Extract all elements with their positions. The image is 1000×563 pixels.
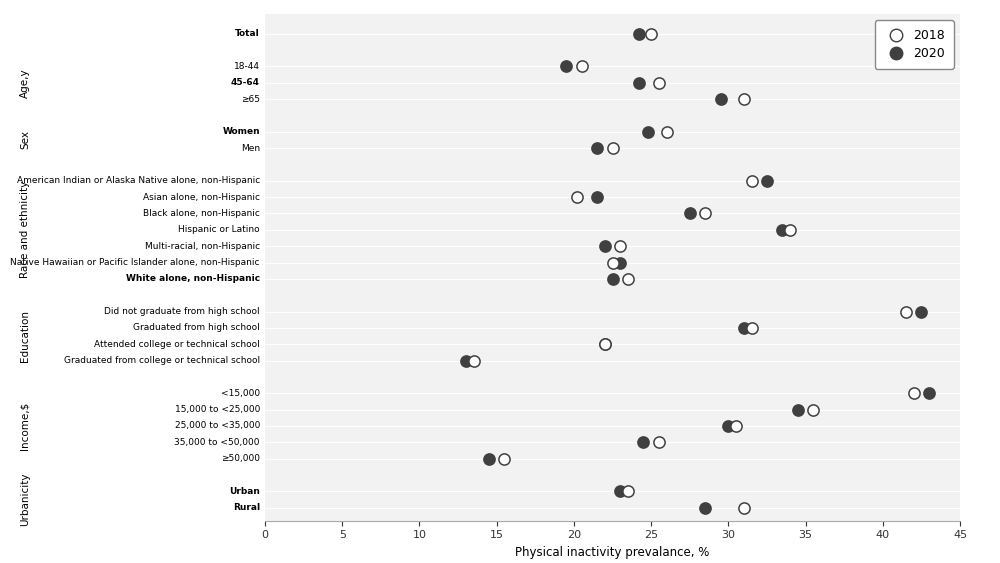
Point [720, 422, 736, 431]
Text: Women: Women [222, 127, 260, 136]
Point [597, 339, 613, 348]
Text: 45-64: 45-64 [231, 78, 260, 87]
Point [643, 29, 659, 38]
Point [898, 307, 914, 316]
Text: Attended college or technical school: Attended college or technical school [94, 339, 260, 348]
Point [458, 356, 474, 365]
Point [640, 127, 656, 136]
Point [774, 225, 790, 234]
Point [631, 78, 647, 87]
Point [604, 144, 620, 153]
Text: Race and ethnicity: Race and ethnicity [20, 181, 30, 279]
Point [612, 258, 628, 267]
Text: Education: Education [20, 310, 30, 362]
Point [713, 95, 729, 104]
Point [744, 176, 760, 185]
Point [604, 258, 620, 267]
Text: Graduated from high school: Graduated from high school [133, 323, 260, 332]
Point [612, 487, 628, 496]
Point [790, 405, 806, 414]
Text: White alone, non-Hispanic: White alone, non-Hispanic [126, 274, 260, 283]
Point [805, 405, 821, 414]
Point [635, 438, 651, 447]
Point [697, 209, 713, 218]
Text: 35,000 to <50,000: 35,000 to <50,000 [175, 438, 260, 447]
Point [558, 62, 574, 71]
Point [744, 323, 760, 332]
Text: American Indian or Alaska Native alone, non-Hispanic: American Indian or Alaska Native alone, … [17, 176, 260, 185]
Text: 25,000 to <35,000: 25,000 to <35,000 [175, 422, 260, 431]
Point [659, 127, 675, 136]
Point [651, 438, 667, 447]
Text: Multi-racial, non-Hispanic: Multi-racial, non-Hispanic [145, 242, 260, 251]
Text: ≥50,000: ≥50,000 [221, 454, 260, 463]
Point [612, 242, 628, 251]
Point [604, 274, 620, 283]
Point [782, 225, 798, 234]
Text: Income,$: Income,$ [20, 402, 30, 450]
Text: Urban: Urban [229, 487, 260, 496]
Point [620, 487, 636, 496]
Point [574, 62, 590, 71]
Point [589, 193, 605, 202]
Point [736, 503, 752, 512]
Text: ≥65: ≥65 [241, 95, 260, 104]
Text: Total: Total [235, 29, 260, 38]
Text: Did not graduate from high school: Did not graduate from high school [104, 307, 260, 316]
Point [759, 176, 775, 185]
Point [697, 503, 713, 512]
Point [569, 193, 585, 202]
Point [496, 454, 512, 463]
Text: Black alone, non-Hispanic: Black alone, non-Hispanic [143, 209, 260, 218]
Point [481, 454, 497, 463]
Text: Urbanicity: Urbanicity [20, 473, 30, 526]
Point [589, 144, 605, 153]
Point [906, 389, 922, 398]
Text: Graduated from college or technical school: Graduated from college or technical scho… [64, 356, 260, 365]
Text: 18-44: 18-44 [234, 62, 260, 71]
Point [728, 422, 744, 431]
Point [597, 242, 613, 251]
Point [597, 339, 613, 348]
Point [913, 307, 929, 316]
Point [620, 274, 636, 283]
Text: Sex: Sex [20, 131, 30, 149]
Point [651, 78, 667, 87]
Text: Rural: Rural [233, 503, 260, 512]
Point [736, 323, 752, 332]
Text: Hispanic or Latino: Hispanic or Latino [178, 225, 260, 234]
Text: <15,000: <15,000 [221, 389, 260, 398]
Point [736, 95, 752, 104]
X-axis label: Physical inactivity prevalance, %: Physical inactivity prevalance, % [515, 546, 710, 559]
Text: Asian alone, non-Hispanic: Asian alone, non-Hispanic [143, 193, 260, 202]
Point [466, 356, 482, 365]
Point [921, 389, 937, 398]
Text: 15,000 to <25,000: 15,000 to <25,000 [175, 405, 260, 414]
Point [682, 209, 698, 218]
Point [631, 29, 647, 38]
Text: Age,y: Age,y [20, 68, 30, 97]
Text: Men: Men [241, 144, 260, 153]
Legend: 2018, 2020: 2018, 2020 [874, 20, 954, 69]
Text: Native Hawaiian or Pacific Islander alone, non-Hispanic: Native Hawaiian or Pacific Islander alon… [10, 258, 260, 267]
